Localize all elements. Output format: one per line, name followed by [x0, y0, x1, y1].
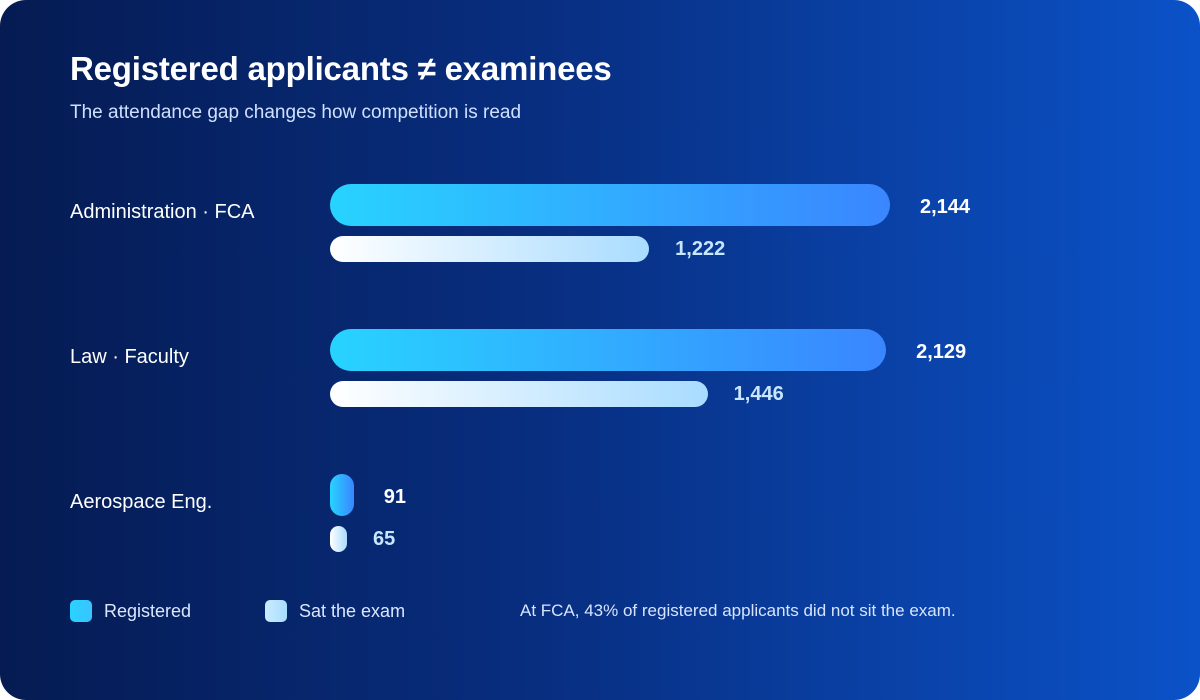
category-label: Administration · FCA — [70, 201, 255, 223]
legend-swatch-sat-the-exam — [265, 600, 287, 622]
value-label-sat-the-exam: 65 — [372, 528, 396, 550]
bar-registered — [330, 184, 890, 226]
chart-title: Registered applicants ≠ examinees — [70, 50, 612, 87]
value-label-registered: 2,144 — [920, 196, 971, 218]
bar-sat-the-exam — [330, 381, 708, 407]
chart-annotation: At FCA, 43% of registered applicants did… — [520, 601, 956, 620]
value-label-registered: 91 — [383, 486, 407, 508]
legend-label-registered: Registered — [104, 601, 192, 621]
legend-swatch-registered — [70, 600, 92, 622]
bar-sat-the-exam — [330, 236, 650, 262]
category-label: Law · Faculty — [70, 346, 189, 368]
chart-subtitle: The attendance gap changes how competiti… — [70, 102, 522, 123]
value-label-registered: 2,129 — [916, 341, 967, 363]
legend-label-sat-the-exam: Sat the exam — [299, 601, 406, 621]
bar-sat-the-exam — [330, 526, 347, 552]
value-label-sat-the-exam: 1,222 — [675, 238, 726, 260]
category-label: Aerospace Eng. — [70, 491, 213, 513]
bar-registered — [330, 474, 354, 516]
bar-registered — [330, 329, 887, 371]
value-label-sat-the-exam: 1,446 — [733, 383, 784, 405]
